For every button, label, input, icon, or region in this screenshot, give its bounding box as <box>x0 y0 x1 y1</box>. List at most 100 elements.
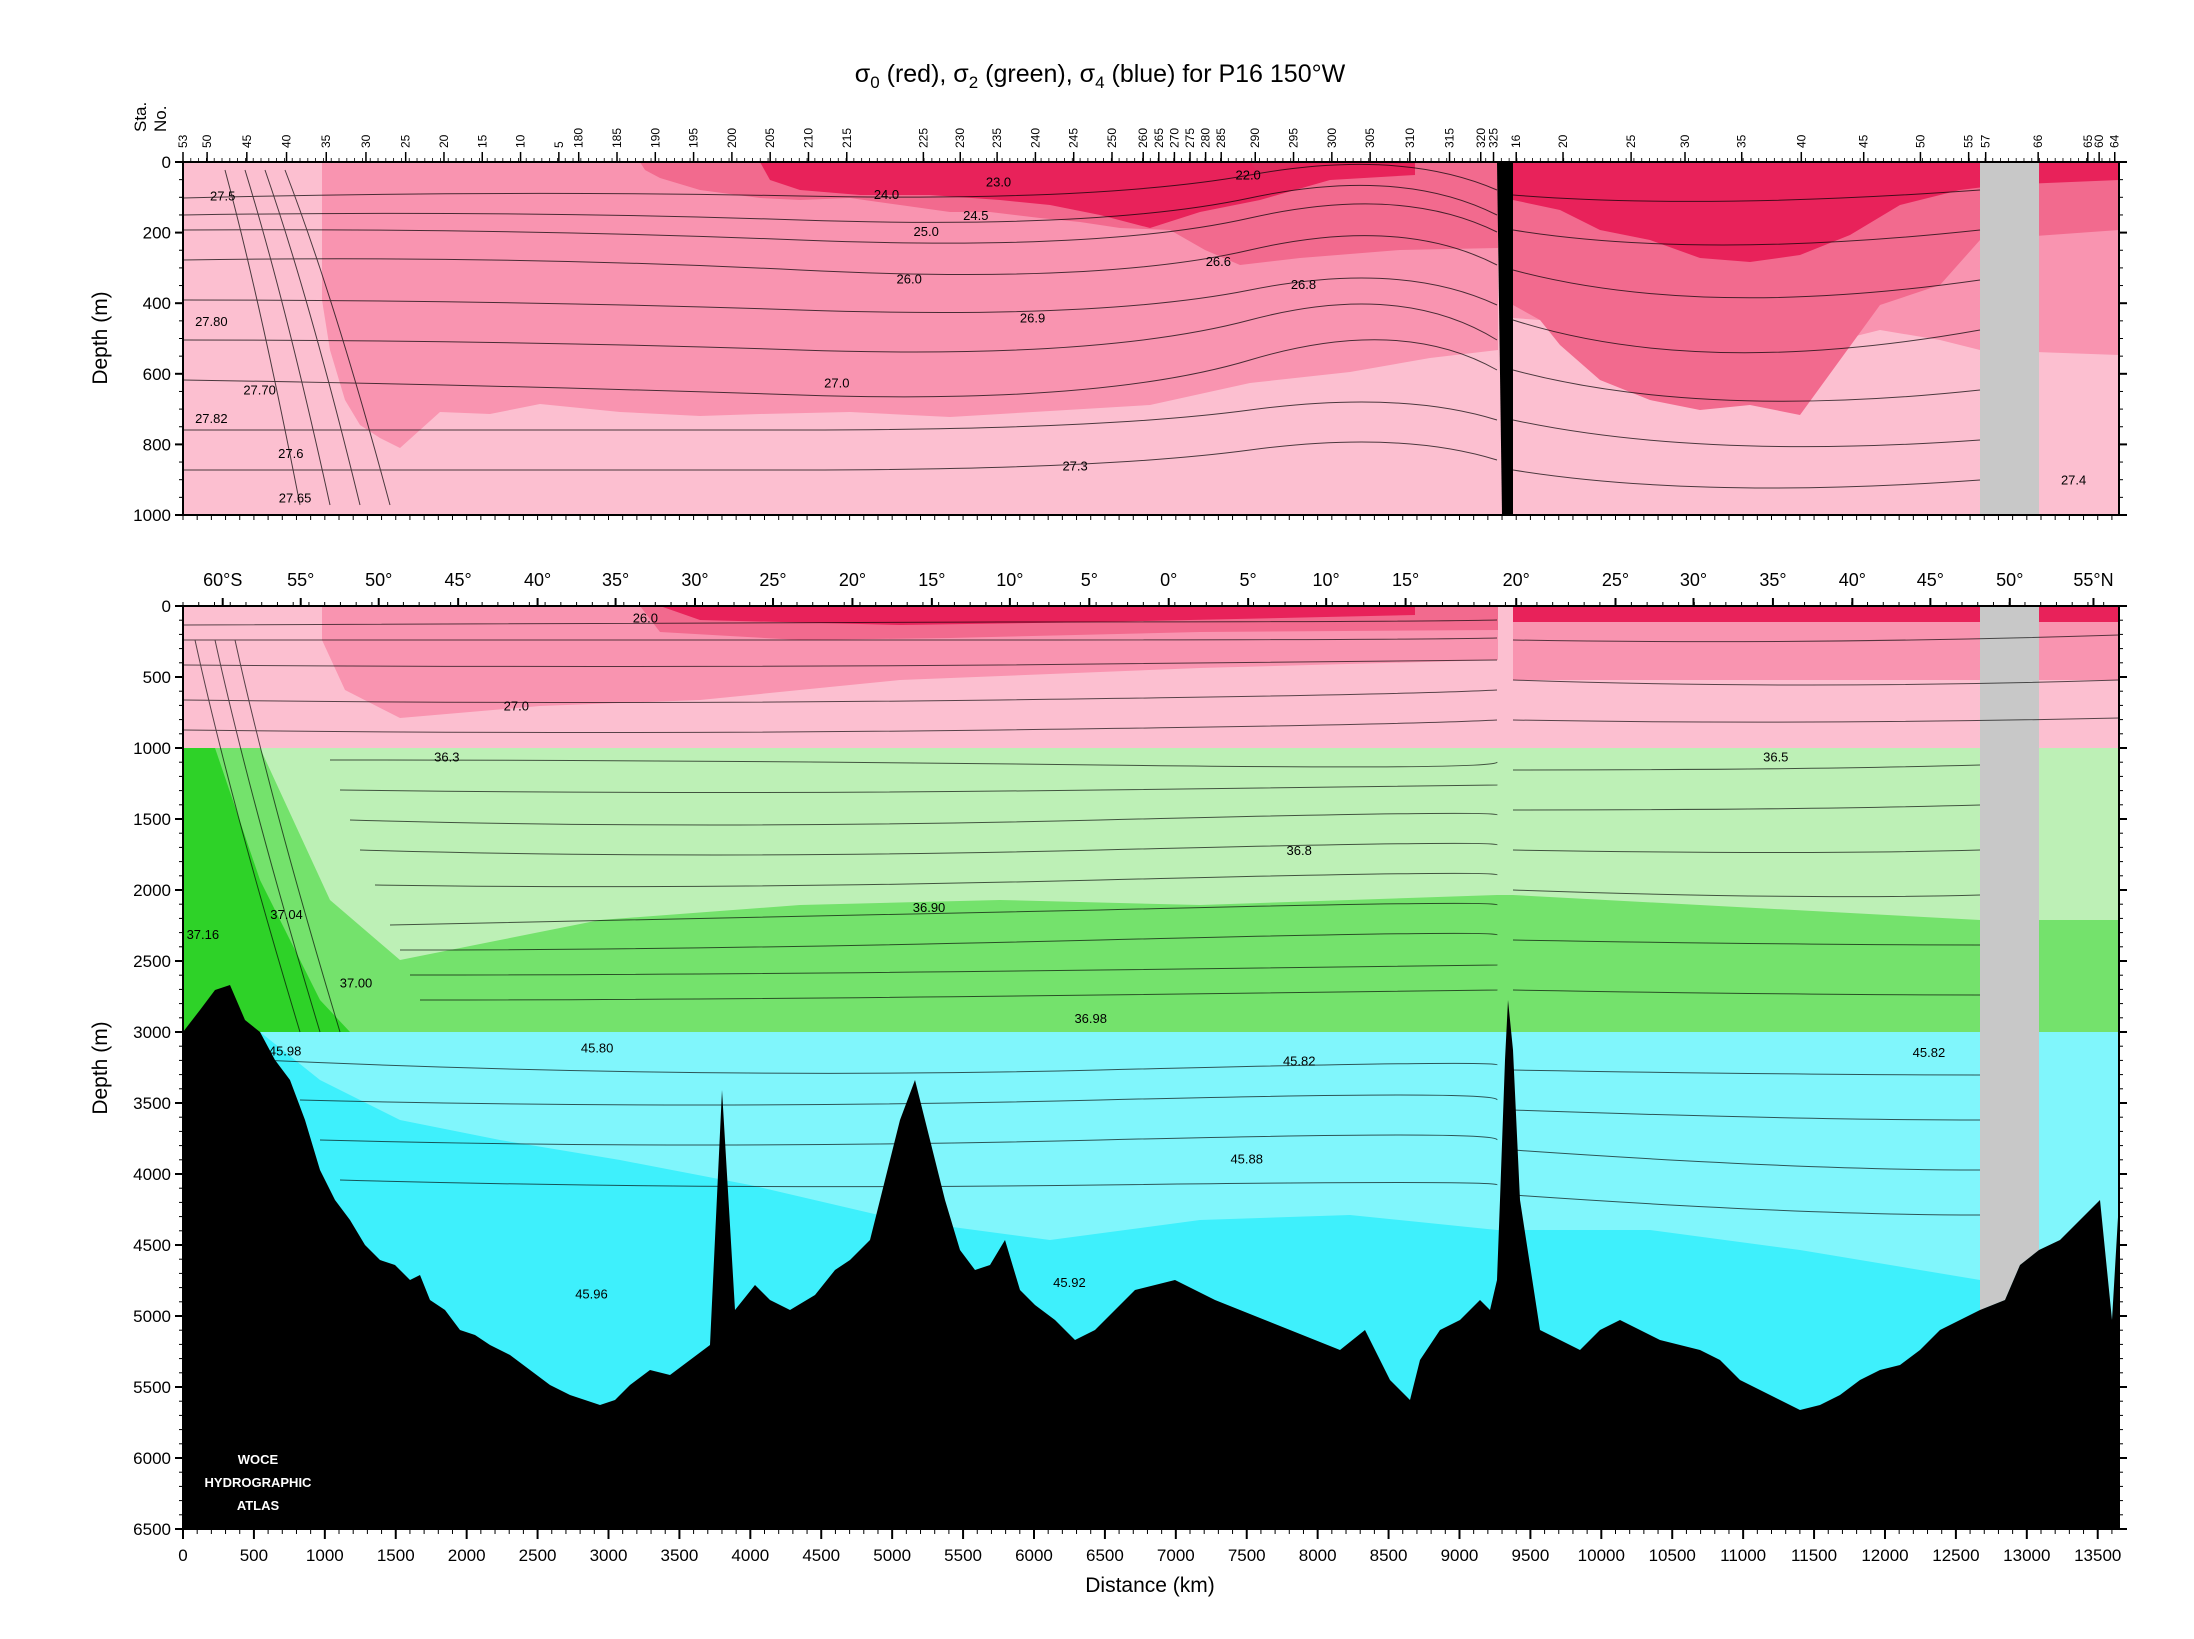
upper-band-darkest <box>1250 162 1300 175</box>
station-label: 300 <box>1325 128 1339 148</box>
lower-sigma2-dark <box>183 748 350 1032</box>
station-label: 275 <box>1183 128 1197 148</box>
lower-y-tick-label: 3500 <box>133 1094 171 1113</box>
latitude-label: 55°N <box>2073 570 2113 590</box>
upper-contour-label: 26.8 <box>1291 277 1316 292</box>
station-label: 200 <box>725 128 739 148</box>
lower-y-axis: 0 500 1000 1500 2000 2500 3000 3500 4000 4500 5000… <box>133 597 2127 1539</box>
svg-text:HYDROGRAPHIC: HYDROGRAPHIC <box>205 1475 313 1490</box>
distance-tick-label: 1000 <box>306 1546 344 1565</box>
distance-tick-label: 8500 <box>1370 1546 1408 1565</box>
latitude-label: 10° <box>996 570 1023 590</box>
station-label: 285 <box>1214 128 1228 148</box>
upper-contour-label: 26.6 <box>1206 254 1231 269</box>
latitude-label: 0° <box>1160 570 1177 590</box>
station-label: 195 <box>687 128 701 148</box>
station-label: 50 <box>1913 134 1927 148</box>
lower-contour-label: 37.00 <box>340 975 373 990</box>
latitude-label: 30° <box>1680 570 1707 590</box>
distance-tick-label: 5000 <box>873 1546 911 1565</box>
distance-tick-label: 7500 <box>1228 1546 1266 1565</box>
station-label: 25 <box>1624 134 1638 148</box>
station-label: 215 <box>840 128 854 148</box>
latitude-label: 45° <box>445 570 472 590</box>
distance-tick-label: 10500 <box>1649 1546 1696 1565</box>
lower-xlabel: Distance (km) <box>1085 1574 1215 1597</box>
lower-north-sigma0-dark <box>1513 606 2119 622</box>
upper-y-tick-label: 1000 <box>133 506 171 525</box>
distance-tick-label: 3500 <box>660 1546 698 1565</box>
station-label: 45 <box>240 134 254 148</box>
lower-y-tick-label: 0 <box>162 597 171 616</box>
lower-contour-label: 45.82 <box>1283 1053 1316 1068</box>
station-label: 235 <box>990 128 1004 148</box>
distance-tick-label: 10000 <box>1578 1546 1625 1565</box>
lower-y-tick-label: 5000 <box>133 1307 171 1326</box>
station-label: 50 <box>200 134 214 148</box>
station-label: 40 <box>1794 134 1808 148</box>
lower-sigma2-mid <box>183 748 1980 1032</box>
distance-tick-label: 3000 <box>590 1546 628 1565</box>
station-label: 35 <box>1735 134 1749 148</box>
distance-tick-label: 500 <box>240 1546 268 1565</box>
station-label: 310 <box>1403 128 1417 148</box>
station-label: 65 <box>2081 134 2095 148</box>
station-label: 66 <box>2031 134 2045 148</box>
lower-y-tick-label: 6000 <box>133 1449 171 1468</box>
station-label: 265 <box>1152 128 1166 148</box>
station-label: 5 <box>552 141 566 148</box>
lower-contour-labels: 26.0 27.0 36.3 36.5 36.8 36.90 37.16 37.04 37.00… <box>187 610 1946 1301</box>
station-label: 190 <box>648 128 662 148</box>
upper-contour-label: 26.9 <box>1020 310 1045 325</box>
station-label: 250 <box>1105 128 1119 148</box>
station-label: 205 <box>763 128 777 148</box>
station-label: 210 <box>801 128 815 148</box>
lower-y-tick-label: 2500 <box>133 952 171 971</box>
station-label: 64 <box>2108 134 2122 148</box>
distance-tick-label: 11500 <box>1791 1546 1837 1565</box>
station-label: 30 <box>359 134 373 148</box>
latitude-label: 50° <box>365 570 392 590</box>
station-label: 57 <box>1979 134 1993 148</box>
distance-tick-label: 5500 <box>944 1546 982 1565</box>
station-label: 280 <box>1199 128 1213 148</box>
distance-tick-label: 1500 <box>377 1546 415 1565</box>
upper-contour-label: 24.0 <box>874 187 899 202</box>
upper-nodata <box>1980 162 2039 515</box>
lower-sigma0-light <box>322 606 1498 718</box>
lower-contour-label: 45.96 <box>575 1286 608 1301</box>
lower-contour-label: 36.5 <box>1763 750 1788 765</box>
station-label: 53 <box>176 134 190 148</box>
lower-contour-label: 45.92 <box>1053 1275 1086 1290</box>
latitude-label: 20° <box>839 570 866 590</box>
upper-contour-label: 22.0 <box>1235 167 1260 182</box>
latitude-label: 55° <box>287 570 314 590</box>
upper-y-axis: 0 200 400 600 800 1000 <box>133 153 2127 525</box>
station-label: 180 <box>572 128 586 148</box>
lower-y-tick-label: 2000 <box>133 881 171 900</box>
station-label: 270 <box>1167 128 1181 148</box>
upper-north-dark <box>1513 162 2119 262</box>
latitude-label: 50° <box>1996 570 2023 590</box>
lower-contour-label: 37.16 <box>187 927 220 942</box>
latitude-label: 30° <box>681 570 708 590</box>
lower-north-sigma0 <box>1513 606 2119 680</box>
lower-frame <box>182 605 2120 1530</box>
distance-tick-label: 12000 <box>1861 1546 1908 1565</box>
latitude-label: 10° <box>1313 570 1340 590</box>
distance-tick-label: 6500 <box>1086 1546 1124 1565</box>
latitude-label: 25° <box>759 570 786 590</box>
distance-tick-label: 12500 <box>1932 1546 1979 1565</box>
station-axis-label-1: Sta. <box>131 102 150 132</box>
lower-contour-label: 26.0 <box>633 610 658 625</box>
lower-contour-label: 45.82 <box>1913 1045 1946 1060</box>
station-label: 16 <box>1509 134 1523 148</box>
upper-y-tick-label: 600 <box>143 365 171 384</box>
upper-contour-label: 27.82 <box>195 411 228 426</box>
station-label: 20 <box>437 134 451 148</box>
lower-contour-label: 36.3 <box>434 750 459 765</box>
station-label: 225 <box>916 128 930 148</box>
distance-tick-label: 9000 <box>1441 1546 1479 1565</box>
distance-tick-label: 7000 <box>1157 1546 1195 1565</box>
